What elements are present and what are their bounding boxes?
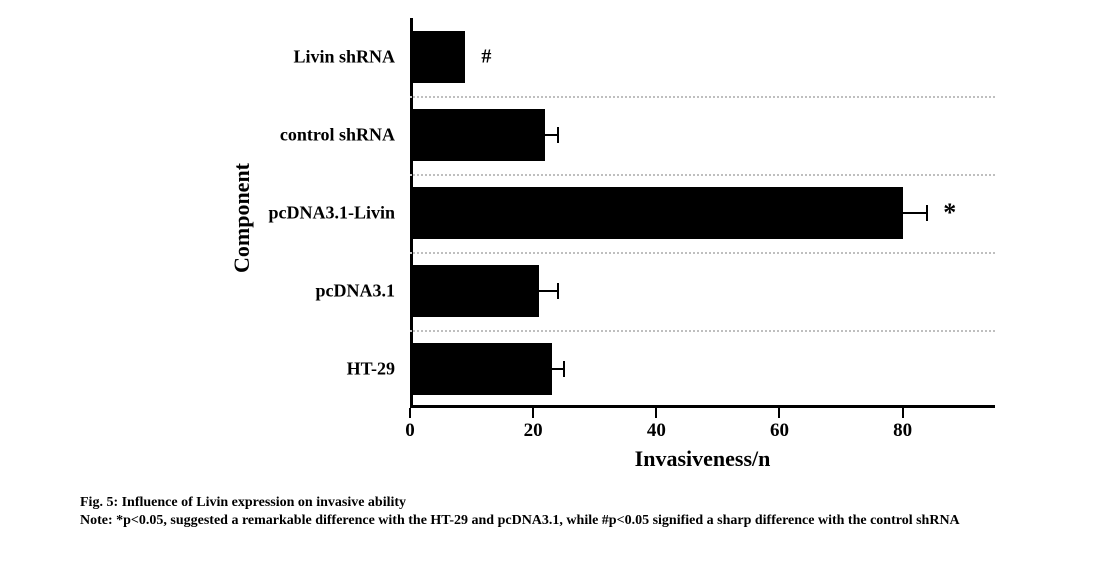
grid-line	[410, 330, 995, 332]
chart-area: Component 020406080Livin shRNA#control s…	[110, 0, 1010, 470]
bar	[410, 31, 465, 83]
bar-row: pcDNA3.1-Livin*	[410, 187, 995, 239]
bar-row: Livin shRNA#	[410, 31, 995, 83]
x-tick-label: 60	[770, 420, 789, 442]
bar-row: HT-29	[410, 343, 995, 395]
plot-area: 020406080Livin shRNA#control shRNApcDNA3…	[410, 18, 995, 408]
bar	[410, 109, 545, 161]
figure-wrap: Component 020406080Livin shRNA#control s…	[0, 0, 1103, 585]
x-axis	[410, 405, 995, 408]
bar-label: Livin shRNA	[293, 46, 395, 67]
bar-row: pcDNA3.1	[410, 265, 995, 317]
bar-label: pcDNA3.1-Livin	[268, 202, 395, 223]
x-tick	[778, 408, 780, 418]
caption-note: Note: *p<0.05, suggested a remarkable di…	[80, 513, 1020, 529]
bar	[410, 265, 539, 317]
bar-label: control shRNA	[280, 124, 395, 145]
figure-caption: Fig. 5: Influence of Livin expression on…	[80, 495, 1020, 531]
bar-label: pcDNA3.1	[316, 280, 396, 301]
x-tick-label: 20	[524, 420, 543, 442]
bar-label: HT-29	[347, 358, 395, 379]
x-axis-title: Invasiveness/n	[635, 446, 771, 472]
bar-annotation: #	[481, 45, 491, 68]
bar-row: control shRNA	[410, 109, 995, 161]
grid-line	[410, 252, 995, 254]
bar	[410, 187, 903, 239]
x-tick-label: 40	[647, 420, 666, 442]
y-axis-title: Component	[229, 163, 255, 273]
x-tick	[902, 408, 904, 418]
bar-annotation: *	[943, 198, 956, 228]
grid-line	[410, 96, 995, 98]
x-tick	[532, 408, 534, 418]
x-tick-label: 80	[893, 420, 912, 442]
grid-line	[410, 174, 995, 176]
x-tick	[655, 408, 657, 418]
x-tick-label: 0	[405, 420, 415, 442]
x-tick	[409, 408, 411, 418]
caption-title: Fig. 5: Influence of Livin expression on…	[80, 495, 1020, 511]
bar	[410, 343, 552, 395]
